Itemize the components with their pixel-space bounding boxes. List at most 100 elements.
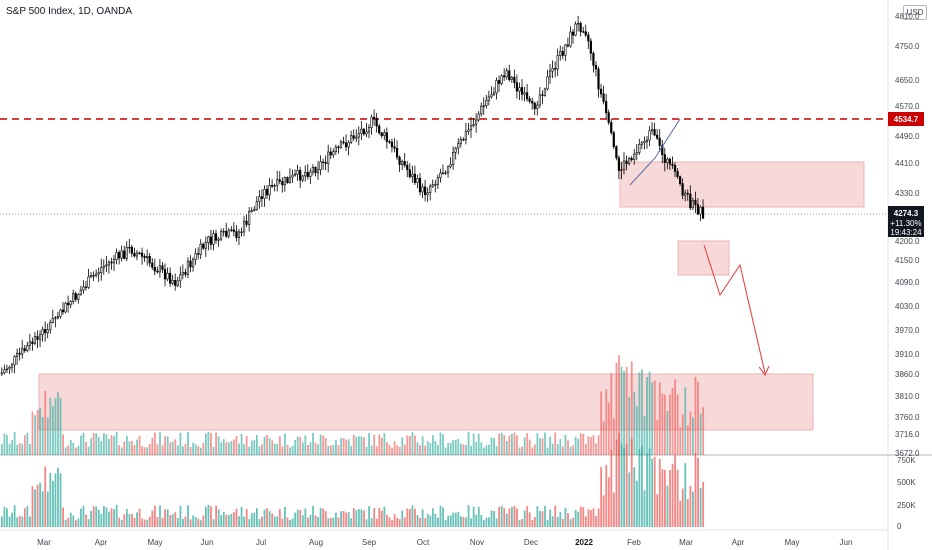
- volume-bar: [401, 510, 404, 527]
- volume-bar: [434, 513, 437, 527]
- candle-body: [625, 160, 628, 164]
- volume-bar: [176, 518, 179, 527]
- volume-bar: [370, 518, 373, 527]
- volume-bar: [426, 513, 429, 527]
- candle-body: [337, 146, 340, 149]
- volume-bar: [643, 416, 646, 455]
- volume-bar: [521, 519, 523, 527]
- volume-bar: [294, 439, 297, 455]
- candle-body: [128, 246, 131, 249]
- candle-body: [566, 44, 569, 47]
- volume-bar: [72, 515, 75, 527]
- candle-body: [69, 301, 72, 306]
- candle-body: [197, 253, 200, 255]
- volume-bar: [138, 435, 141, 455]
- projected-path[interactable]: [703, 244, 766, 374]
- volume-bar: [424, 518, 427, 527]
- volume-bar: [419, 445, 421, 455]
- volume-bar: [577, 511, 580, 527]
- candle-body: [648, 130, 651, 141]
- volume-bar: [187, 431, 189, 455]
- price-tick-label: 3810.0: [895, 392, 920, 401]
- volume-bar: [454, 512, 457, 527]
- volume-bar: [605, 389, 608, 455]
- volume-bar: [118, 517, 121, 527]
- volume-bar: [141, 446, 144, 455]
- candle-body: [452, 152, 455, 165]
- volume-bar: [518, 519, 521, 527]
- volume-bar: [431, 435, 434, 455]
- time-axis[interactable]: Mar Apr May Jun Jul Aug Sep Oct Nov Dec 2022 Feb Mar…: [37, 538, 852, 547]
- candle-body: [28, 341, 31, 347]
- volume-bar: [278, 509, 281, 527]
- volume-bar: [651, 382, 654, 455]
- volume-bar: [681, 414, 684, 455]
- candle-body: [115, 252, 118, 260]
- candle-body: [309, 171, 312, 177]
- volume-tick-label: 750K: [897, 456, 916, 465]
- volume-bar: [256, 508, 258, 527]
- candle-body: [694, 199, 697, 205]
- volume-bar: [67, 445, 70, 455]
- volume-bar: [378, 434, 381, 455]
- candle-body: [627, 158, 631, 164]
- price-tick-label: 4330.0: [895, 189, 920, 198]
- volume-bar: [613, 418, 615, 455]
- volume-tick-label: 0: [897, 522, 902, 531]
- candle-body: [344, 142, 348, 148]
- volume-bar: [416, 442, 419, 455]
- volume-bar: [549, 509, 552, 527]
- candle-body: [118, 252, 121, 259]
- candle-body: [263, 189, 266, 199]
- candle-body: [620, 169, 623, 171]
- volume-bar: [215, 505, 217, 527]
- candle-body: [74, 293, 77, 300]
- volume-bar: [465, 517, 467, 527]
- volume-bar: [23, 508, 26, 527]
- volume-bar: [105, 507, 108, 527]
- volume-bar: [556, 516, 559, 527]
- volume-bar: [380, 437, 383, 455]
- volume-bar: [100, 441, 103, 455]
- candle-body: [140, 252, 144, 257]
- volume-bar: [199, 447, 202, 455]
- volume-bar: [74, 520, 77, 527]
- candle-body: [656, 134, 659, 139]
- volume-bar: [431, 508, 434, 527]
- candle-body: [610, 122, 613, 133]
- volume-bar: [301, 442, 304, 455]
- volume-bar: [625, 443, 628, 527]
- volume-bar: [684, 387, 687, 455]
- volume-bar: [141, 518, 144, 527]
- volume-bar: [113, 509, 115, 527]
- volume-bar: [215, 432, 217, 455]
- candle-body: [612, 132, 615, 147]
- volume-bar: [294, 512, 297, 527]
- volume-bar: [485, 445, 488, 455]
- volume-bar: [618, 432, 620, 527]
- volume-bar: [225, 442, 228, 455]
- trend-line-drawing[interactable]: [629, 118, 681, 186]
- volume-bar: [653, 380, 656, 455]
- candle-body: [643, 141, 646, 144]
- volume-bar: [345, 439, 348, 455]
- volume-bar: [684, 463, 687, 527]
- candle-body: [380, 132, 383, 136]
- volume-bar: [248, 519, 251, 527]
- volume-bar: [278, 436, 281, 455]
- volume-bar: [3, 506, 6, 527]
- volume-bar: [164, 509, 166, 527]
- price-tick-label: 3860.0: [895, 370, 920, 379]
- candle-body: [520, 87, 524, 95]
- volume-bar: [41, 491, 44, 527]
- candle-body: [408, 169, 411, 178]
- volume-bar: [233, 439, 235, 455]
- candle-body: [390, 141, 394, 148]
- volume-bar: [564, 434, 567, 455]
- volume-bar: [472, 433, 475, 455]
- volume-bar: [401, 437, 404, 455]
- volume-bar: [159, 505, 161, 527]
- candle-body: [158, 265, 162, 273]
- currency-button[interactable]: USD: [903, 5, 927, 20]
